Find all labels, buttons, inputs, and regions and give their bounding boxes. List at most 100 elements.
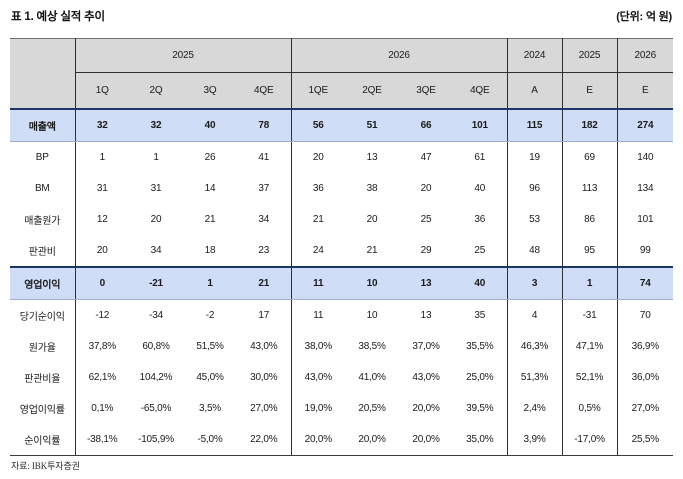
table-title: 표 1. 예상 실적 추이 [11,11,105,23]
value-cell: 70 [617,299,674,331]
value-cell: 23 [237,235,292,267]
value-cell: 43,0% [399,362,454,393]
value-cell: 134 [617,173,674,204]
table-row: 매출원가 12 20 21 34 21 20 25 36 53 86 101 [10,204,674,235]
value-cell: -21 [129,266,183,300]
value-cell: 40 [453,173,508,204]
value-cell: -12 [75,299,129,331]
value-cell: 27,0% [617,393,674,424]
table-header: 2025 2026 2024 2025 2026 1Q 2Q 3Q 4QE 1QE 2QE 3QE 4Q… [10,38,674,109]
value-cell: 13 [345,141,400,173]
value-cell: 10 [345,299,400,331]
value-cell: 104,2% [129,362,183,393]
value-cell: 20,0% [399,393,454,424]
value-cell: 3 [507,266,563,300]
value-cell: 21 [291,204,346,235]
value-cell: 31 [129,173,183,204]
row-label: 영업이익률 [10,393,76,424]
value-cell: 0,5% [562,393,618,424]
value-cell: 19,0% [291,393,346,424]
value-cell: 115 [507,108,563,142]
value-cell: 36 [291,173,346,204]
value-cell: 20 [399,173,454,204]
period-header: 4QE [453,72,508,109]
table-row: 판관비 20 34 18 23 24 21 29 25 48 95 99 [10,235,674,267]
table-row: 영업이익 0 -21 1 21 11 10 13 40 3 1 74 [10,266,674,300]
period-header: 2QE [345,72,400,109]
value-cell: 36,9% [617,331,674,362]
value-cell: 101 [453,108,508,142]
value-cell: 1 [75,141,129,173]
value-cell: 53 [507,204,563,235]
value-cell: 24 [291,235,346,267]
value-cell: 52,1% [562,362,618,393]
year-group-header: 2024 [507,38,563,73]
row-label: 순이익률 [10,424,76,456]
row-label: BM [10,173,76,204]
value-cell: 43,0% [237,331,292,362]
value-cell: 21 [237,266,292,300]
value-cell: 46,3% [507,331,563,362]
value-cell: 20,0% [345,424,400,456]
value-cell: 26 [183,141,237,173]
value-cell: 19 [507,141,563,173]
value-cell: 0 [75,266,129,300]
value-cell: 13 [399,299,454,331]
title-bar: 표 1. 예상 실적 추이 (단위: 억 원) [11,8,672,24]
value-cell: 96 [507,173,563,204]
value-cell: 1 [129,141,183,173]
value-cell: 36,0% [617,362,674,393]
year-group-header: 2025 [75,38,292,73]
value-cell: 37 [237,173,292,204]
value-cell: 29 [399,235,454,267]
row-label: 영업이익 [10,266,76,300]
value-cell: 20 [75,235,129,267]
value-cell: 3,5% [183,393,237,424]
value-cell: 95 [562,235,618,267]
value-cell: 2,4% [507,393,563,424]
value-cell: 18 [183,235,237,267]
value-cell: 21 [183,204,237,235]
value-cell: 20 [345,204,400,235]
value-cell: 113 [562,173,618,204]
value-cell: -65,0% [129,393,183,424]
value-cell: 99 [617,235,674,267]
value-cell: 11 [291,299,346,331]
value-cell: 35,0% [453,424,508,456]
value-cell: 36 [453,204,508,235]
period-header: 3QE [399,72,454,109]
value-cell: 30,0% [237,362,292,393]
row-label: 매출액 [10,108,76,142]
table-row: 순이익률 -38,1% -105,9% -5,0% 22,0% 20,0% 20,0% 20,… [10,424,674,456]
value-cell: 4 [507,299,563,331]
value-cell: 38,5% [345,331,400,362]
source-note: 자료: IBK투자증권 [11,461,80,471]
value-cell: 32 [75,108,129,142]
value-cell: 37,8% [75,331,129,362]
row-label: BP [10,141,76,173]
value-cell: 101 [617,204,674,235]
value-cell: -105,9% [129,424,183,456]
value-cell: 35 [453,299,508,331]
value-cell: 3,9% [507,424,563,456]
year-group-header: 2026 [291,38,508,73]
value-cell: 34 [237,204,292,235]
value-cell: 182 [562,108,618,142]
value-cell: 25 [399,204,454,235]
table-row: 영업이익률 0,1% -65,0% 3,5% 27,0% 19,0% 20,5% 20,0% 3… [10,393,674,424]
period-header: 2Q [129,72,183,109]
value-cell: 62,1% [75,362,129,393]
value-cell: 45,0% [183,362,237,393]
period-header: E [562,72,618,109]
value-cell: 25,0% [453,362,508,393]
value-cell: 47 [399,141,454,173]
period-header: 1Q [75,72,129,109]
period-header: 3Q [183,72,237,109]
value-cell: 1 [562,266,618,300]
table-row: 원가율 37,8% 60,8% 51,5% 43,0% 38,0% 38,5% 37,0% 35… [10,331,674,362]
value-cell: 51 [345,108,400,142]
value-cell: 140 [617,141,674,173]
value-cell: 38 [345,173,400,204]
value-cell: 20,0% [291,424,346,456]
value-cell: 61 [453,141,508,173]
